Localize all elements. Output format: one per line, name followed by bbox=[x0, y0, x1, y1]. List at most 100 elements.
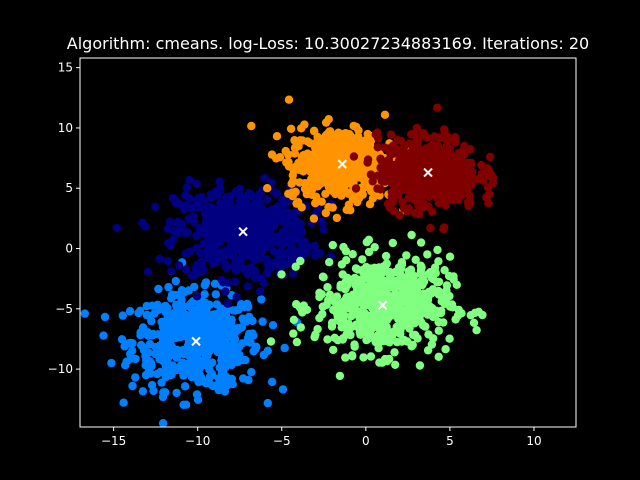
data-point bbox=[221, 287, 230, 296]
data-point bbox=[417, 193, 426, 202]
data-point bbox=[354, 132, 363, 141]
data-point bbox=[311, 251, 320, 260]
data-point bbox=[369, 160, 379, 170]
data-point bbox=[256, 274, 265, 283]
data-point bbox=[376, 185, 385, 194]
data-point bbox=[266, 337, 276, 346]
data-point bbox=[479, 176, 488, 185]
data-point bbox=[309, 214, 319, 223]
data-point bbox=[296, 256, 305, 266]
data-point bbox=[179, 204, 189, 214]
data-point bbox=[232, 292, 241, 302]
data-point bbox=[363, 129, 372, 139]
data-point bbox=[209, 259, 218, 268]
data-point bbox=[422, 154, 431, 163]
data-point bbox=[370, 317, 379, 326]
data-point bbox=[426, 223, 435, 233]
data-point bbox=[247, 121, 256, 131]
data-point bbox=[292, 337, 302, 347]
data-point bbox=[192, 244, 201, 253]
data-point bbox=[280, 238, 289, 247]
data-point bbox=[163, 256, 173, 266]
data-point bbox=[187, 298, 197, 307]
data-point bbox=[440, 266, 449, 275]
data-point bbox=[388, 238, 397, 248]
data-point bbox=[445, 145, 454, 155]
data-point bbox=[395, 211, 404, 220]
data-point bbox=[142, 310, 152, 320]
data-point bbox=[272, 189, 281, 198]
data-point bbox=[260, 238, 269, 247]
data-point bbox=[125, 307, 135, 316]
data-point bbox=[277, 262, 286, 271]
data-point bbox=[309, 173, 319, 182]
x-tick-label: −15 bbox=[101, 434, 126, 448]
data-point bbox=[351, 184, 361, 193]
data-point bbox=[353, 197, 362, 207]
data-point bbox=[426, 268, 435, 277]
data-point bbox=[120, 342, 129, 351]
data-point bbox=[374, 323, 383, 332]
x-tick-label: −10 bbox=[185, 434, 210, 448]
data-point bbox=[318, 272, 328, 281]
data-point bbox=[410, 330, 420, 340]
data-point bbox=[179, 371, 188, 380]
data-point bbox=[223, 299, 232, 308]
data-point bbox=[442, 286, 451, 296]
data-point bbox=[230, 189, 240, 198]
data-point bbox=[128, 346, 137, 355]
data-point bbox=[321, 158, 330, 168]
data-point bbox=[201, 347, 210, 356]
data-point bbox=[386, 167, 395, 176]
data-point bbox=[219, 348, 228, 357]
data-point bbox=[463, 165, 472, 174]
data-point bbox=[387, 282, 396, 292]
data-point bbox=[395, 292, 405, 301]
data-point bbox=[433, 278, 442, 287]
data-point bbox=[380, 110, 390, 120]
data-point bbox=[158, 419, 168, 427]
data-point bbox=[241, 205, 250, 214]
data-point bbox=[400, 141, 409, 150]
data-point bbox=[244, 237, 254, 246]
data-point bbox=[112, 223, 121, 233]
data-point bbox=[167, 294, 176, 303]
data-point bbox=[393, 311, 403, 320]
data-point bbox=[268, 321, 278, 330]
data-point bbox=[349, 163, 358, 172]
data-point bbox=[382, 315, 392, 325]
data-point bbox=[366, 170, 376, 179]
data-point bbox=[136, 328, 145, 337]
data-point bbox=[324, 296, 333, 305]
data-point bbox=[185, 176, 194, 185]
data-point bbox=[185, 247, 194, 257]
data-point bbox=[362, 327, 372, 336]
data-point bbox=[458, 183, 467, 192]
data-point bbox=[453, 311, 463, 320]
data-point bbox=[284, 157, 293, 167]
data-point bbox=[208, 203, 217, 213]
data-point bbox=[397, 337, 406, 346]
data-point bbox=[171, 276, 180, 286]
data-point bbox=[335, 371, 345, 381]
data-point bbox=[276, 214, 286, 223]
y-tick-label: 15 bbox=[58, 61, 73, 75]
data-point bbox=[198, 321, 208, 330]
data-point bbox=[389, 206, 398, 216]
data-point bbox=[278, 385, 288, 394]
data-point bbox=[172, 346, 181, 355]
data-point bbox=[118, 311, 128, 320]
data-point bbox=[180, 319, 189, 328]
data-point bbox=[228, 352, 237, 361]
data-point bbox=[472, 326, 481, 335]
data-point bbox=[340, 322, 349, 331]
data-point bbox=[284, 95, 294, 104]
data-point bbox=[210, 279, 220, 288]
data-point bbox=[373, 128, 382, 137]
data-point bbox=[262, 195, 272, 204]
data-point bbox=[99, 331, 108, 340]
data-point bbox=[285, 212, 294, 221]
data-point bbox=[412, 123, 422, 133]
